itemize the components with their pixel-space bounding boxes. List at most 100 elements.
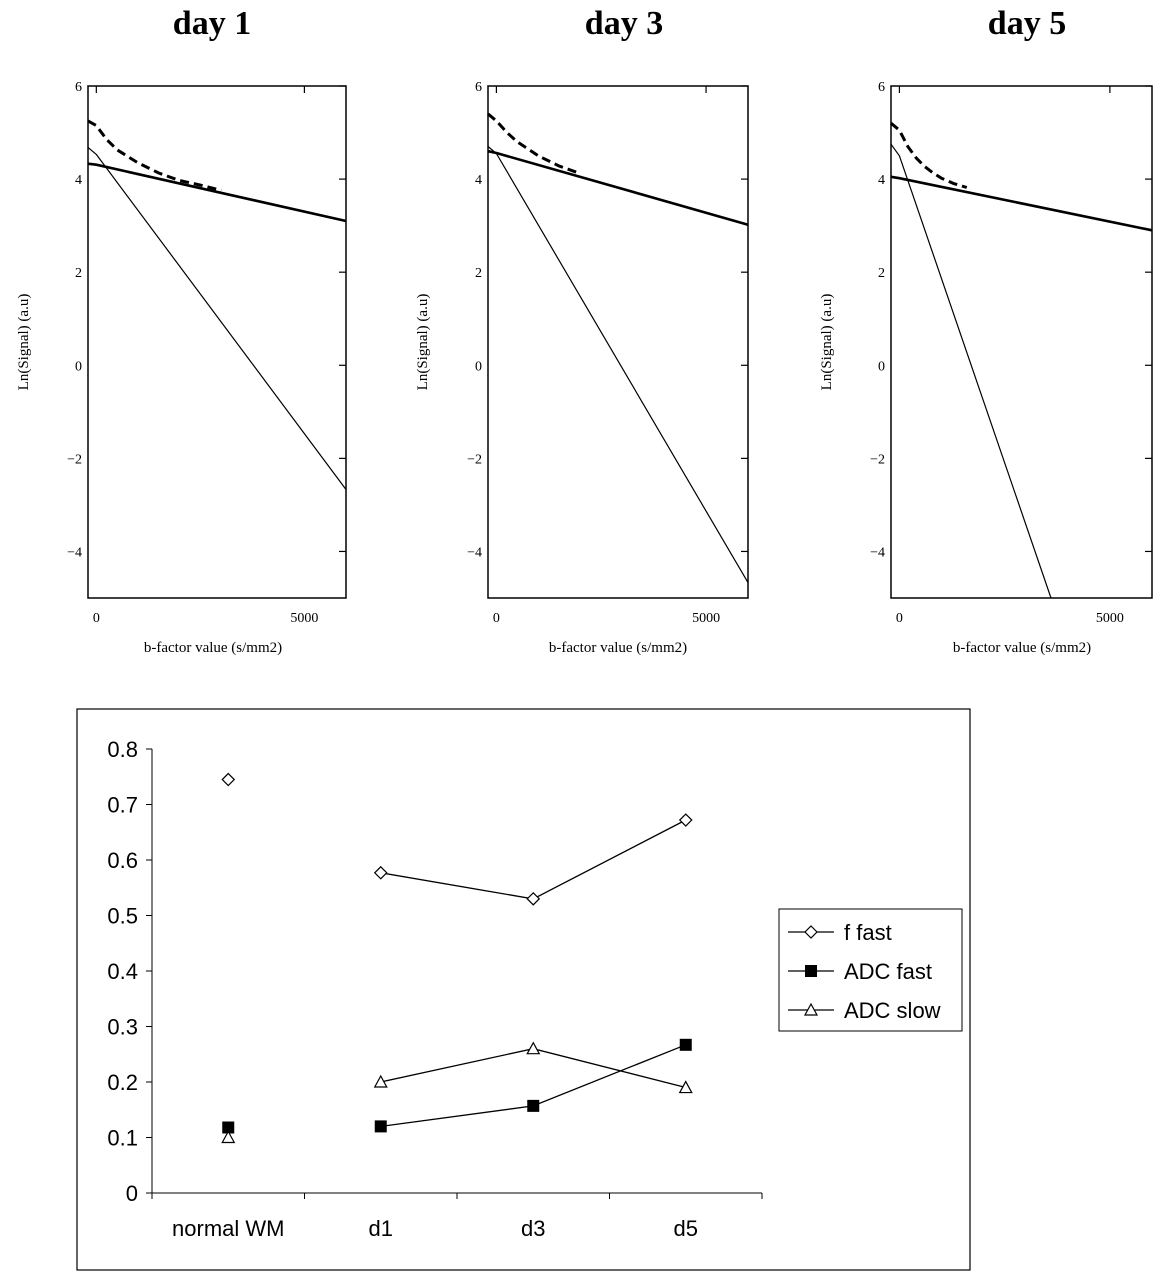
- legend-swatch-marker: [805, 965, 817, 977]
- panel-day-3: day 3 6 4 2 0 −2 −4 0 5000 Ln(Signal) (a.u) b-…: [415, 5, 749, 656]
- plot-frame: [87, 85, 347, 599]
- dashed-line: [87, 119, 222, 192]
- thin-line: [890, 143, 1052, 599]
- data-point: [222, 1121, 235, 1134]
- x-tick-label: 0: [896, 611, 903, 626]
- panel-day-5: day 5 6 4 2 0 −2 −4 0 5000 Ln(Signal) (a.u) b-…: [819, 5, 1153, 656]
- data-point: [526, 892, 541, 906]
- panel-title: day 1: [173, 5, 251, 42]
- x-tick-label: d5: [674, 1216, 698, 1241]
- y-tick-label: 0.3: [107, 1015, 138, 1040]
- x-tick-label: 5000: [290, 611, 318, 626]
- y-tick-label: −2: [67, 452, 82, 467]
- y-tick-label: 0.6: [107, 848, 138, 873]
- y-tick-label: 0.2: [107, 1070, 138, 1095]
- y-tick-label: 0.5: [107, 904, 138, 929]
- data-point: [373, 1074, 388, 1088]
- y-tick-label: 0: [75, 359, 82, 374]
- y-ticks: 6 4 2 0 −2 −4: [67, 80, 346, 560]
- y-tick-label: 4: [475, 173, 482, 188]
- y-tick-label: 2: [878, 266, 885, 281]
- data-point: [526, 1041, 541, 1055]
- series-line: [380, 1044, 686, 1128]
- x-tick-label: 0: [493, 611, 500, 626]
- x-ticks: 0 5000: [493, 86, 720, 626]
- y-tick-label: −4: [67, 545, 82, 560]
- legend-swatch-marker: [804, 925, 818, 939]
- y-tick-label: 6: [475, 80, 482, 95]
- panel-title: day 5: [988, 5, 1066, 42]
- series-lines: [487, 112, 749, 583]
- data-point: [374, 1120, 387, 1133]
- y-ticks: 6 4 2 0 −2 −4: [467, 80, 748, 560]
- series-lines: [890, 122, 1153, 599]
- legend-items: f fast ADC fast ADC slow: [788, 920, 941, 1023]
- x-ticks: normal WM d1 d3 d5: [151, 1193, 763, 1241]
- x-axis-label: b-factor value (s/mm2): [953, 640, 1091, 656]
- y-tick-label: 2: [75, 266, 82, 281]
- series-lines: [380, 819, 687, 1128]
- thin-line: [487, 146, 749, 583]
- y-tick-label: 2: [475, 266, 482, 281]
- y-tick-label: −4: [467, 545, 482, 560]
- plot-frame: [487, 85, 749, 599]
- y-tick-label: 6: [878, 80, 885, 95]
- y-tick-label: −2: [467, 452, 482, 467]
- data-point: [373, 865, 388, 880]
- x-axis-label: b-factor value (s/mm2): [144, 640, 282, 656]
- y-tick-label: 0.7: [107, 793, 138, 818]
- x-tick-label: d3: [521, 1216, 545, 1241]
- thick-line: [87, 162, 347, 223]
- thick-line: [890, 175, 1153, 232]
- data-point: [678, 813, 693, 827]
- x-ticks: 0 5000: [93, 86, 318, 626]
- y-tick-label: 4: [878, 173, 885, 188]
- series-markers: [221, 772, 693, 1144]
- x-ticks: 0 5000: [896, 86, 1124, 626]
- thin-line: [87, 146, 347, 490]
- x-axis-label: b-factor value (s/mm2): [549, 640, 687, 656]
- y-tick-label: 0.4: [107, 959, 138, 984]
- data-point: [678, 1080, 693, 1094]
- data-point: [221, 772, 236, 787]
- y-tick-label: 0: [878, 359, 885, 374]
- y-tick-label: 0.8: [107, 737, 138, 762]
- panel-day-1: day 1 6 4 2 0 −2 −4 0 5000 Ln(Signal) (a.u) b-…: [16, 5, 347, 656]
- y-tick-label: 0: [126, 1181, 138, 1206]
- x-tick-label: d1: [369, 1216, 393, 1241]
- dashed-line: [890, 122, 968, 189]
- y-axis-label: Ln(Signal) (a.u): [16, 294, 32, 391]
- y-axis-label: Ln(Signal) (a.u): [819, 294, 835, 391]
- series-lines: [87, 119, 347, 490]
- series-line: [380, 819, 687, 900]
- x-tick-label: 0: [93, 611, 100, 626]
- dashed-line: [487, 112, 581, 175]
- legend-label: ADC fast: [844, 959, 932, 984]
- y-ticks: 6 4 2 0 −2 −4: [870, 80, 1152, 560]
- y-tick-label: 0.1: [107, 1126, 138, 1151]
- data-point: [221, 1130, 236, 1144]
- panel-title: day 3: [585, 5, 663, 42]
- y-axis-label: Ln(Signal) (a.u): [415, 294, 431, 391]
- bottom-chart: 0 0.1 0.2 0.3 0.4 0.5 0.6 0.7 0.8 normal WM d1 d3 d…: [76, 708, 971, 1271]
- y-ticks: 0 0.1 0.2 0.3 0.4 0.5 0.6 0.7 0.8: [107, 737, 152, 1206]
- x-tick-label: 5000: [1096, 611, 1124, 626]
- y-tick-label: −2: [870, 452, 885, 467]
- y-tick-label: 0: [475, 359, 482, 374]
- x-tick-label: normal WM: [172, 1216, 284, 1241]
- plot-frame: [890, 85, 1153, 599]
- legend-label: ADC slow: [844, 998, 941, 1023]
- legend-label: f fast: [844, 920, 892, 945]
- data-point: [527, 1099, 540, 1112]
- data-point: [679, 1038, 692, 1051]
- series-line: [380, 1048, 686, 1089]
- y-tick-label: 6: [75, 80, 82, 95]
- thick-line: [487, 149, 749, 226]
- chart-frame: [76, 708, 971, 1271]
- x-tick-label: 5000: [692, 611, 720, 626]
- y-tick-label: −4: [870, 545, 885, 560]
- legend: f fast ADC fast ADC slow: [778, 908, 963, 1032]
- y-tick-label: 4: [75, 173, 82, 188]
- legend-swatch-marker: [803, 1002, 819, 1016]
